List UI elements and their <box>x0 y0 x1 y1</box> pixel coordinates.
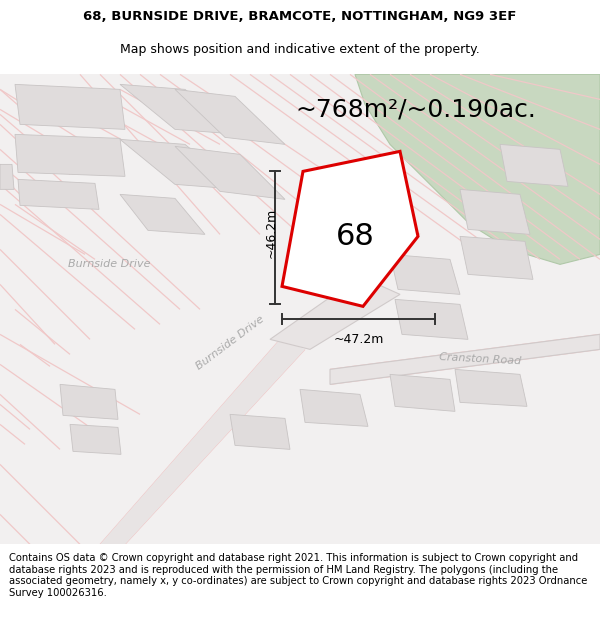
Text: Burnside Drive: Burnside Drive <box>68 259 151 269</box>
Polygon shape <box>390 374 455 411</box>
Text: 68, BURNSIDE DRIVE, BRAMCOTE, NOTTINGHAM, NG9 3EF: 68, BURNSIDE DRIVE, BRAMCOTE, NOTTINGHAM… <box>83 10 517 23</box>
Text: ~46.2m: ~46.2m <box>265 208 277 258</box>
Polygon shape <box>460 236 533 279</box>
Polygon shape <box>15 84 125 129</box>
Text: Map shows position and indicative extent of the property.: Map shows position and indicative extent… <box>120 42 480 56</box>
Polygon shape <box>395 299 468 339</box>
Polygon shape <box>18 179 99 209</box>
Polygon shape <box>70 424 121 454</box>
Text: ~768m²/~0.190ac.: ~768m²/~0.190ac. <box>295 98 536 121</box>
Polygon shape <box>120 194 205 234</box>
Polygon shape <box>60 384 118 419</box>
Polygon shape <box>282 151 418 306</box>
Polygon shape <box>455 369 527 406</box>
Text: Contains OS data © Crown copyright and database right 2021. This information is : Contains OS data © Crown copyright and d… <box>9 553 587 598</box>
Polygon shape <box>175 89 285 144</box>
Polygon shape <box>100 339 305 544</box>
Polygon shape <box>390 254 460 294</box>
Polygon shape <box>175 146 285 199</box>
Polygon shape <box>330 334 600 384</box>
Polygon shape <box>355 74 600 264</box>
Text: Burnside Drive: Burnside Drive <box>194 314 266 371</box>
Polygon shape <box>120 139 240 189</box>
Text: 68: 68 <box>335 222 374 251</box>
Polygon shape <box>460 189 530 234</box>
Text: ~47.2m: ~47.2m <box>334 333 383 346</box>
Polygon shape <box>230 414 290 449</box>
Polygon shape <box>0 164 14 189</box>
Text: Cranston Road: Cranston Road <box>439 352 521 366</box>
Polygon shape <box>120 84 240 134</box>
Polygon shape <box>500 144 568 186</box>
Polygon shape <box>270 276 400 349</box>
Polygon shape <box>15 134 125 176</box>
Polygon shape <box>300 389 368 426</box>
